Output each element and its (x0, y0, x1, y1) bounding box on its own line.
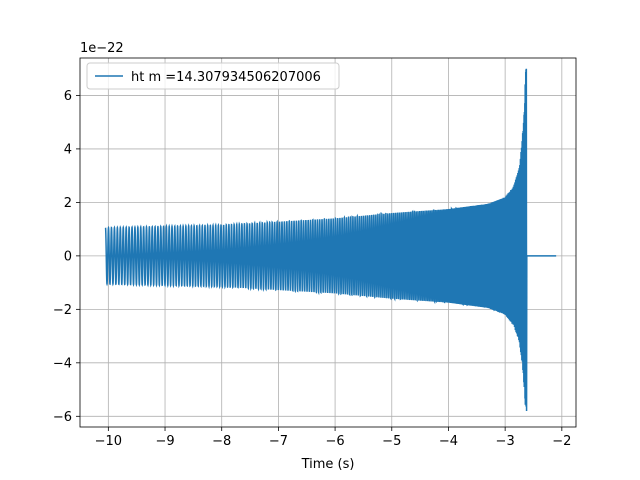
grid-lines (80, 58, 576, 427)
y-tick-label: 4 (64, 142, 72, 157)
x-axis-label: Time (s) (301, 457, 355, 472)
x-tick-label: −5 (382, 434, 401, 449)
legend-label: ht m =14.307934506207006 (131, 70, 321, 85)
x-tick-label: −4 (439, 434, 458, 449)
series-line (104, 68, 557, 411)
axes-frame (79, 57, 577, 428)
x-tick-label: −9 (155, 434, 174, 449)
x-tick-label: −2 (552, 434, 571, 449)
y-tick-label: 6 (64, 89, 72, 104)
y-offset-label: 1e−22 (80, 41, 124, 56)
y-tick-label: −2 (53, 303, 72, 318)
y-tick-label: 0 (64, 249, 72, 264)
legend: ht m =14.307934506207006 (86, 62, 340, 90)
axes: −10 −9 −8 −7 −6 −5 −4 −3 −2 −6 −4 −2 0 2 4 6 (53, 57, 577, 449)
x-tick-label: −8 (212, 434, 231, 449)
x-tick-label: −6 (325, 434, 344, 449)
plot-area (104, 68, 557, 411)
x-tick-label: −7 (269, 434, 288, 449)
x-tick-label: −3 (496, 434, 515, 449)
y-tick-label: −4 (53, 356, 72, 371)
x-tick-label: −10 (95, 434, 122, 449)
legend-frame (86, 62, 340, 90)
y-tick-label: −6 (53, 410, 72, 425)
y-tick-label: 2 (64, 196, 72, 211)
